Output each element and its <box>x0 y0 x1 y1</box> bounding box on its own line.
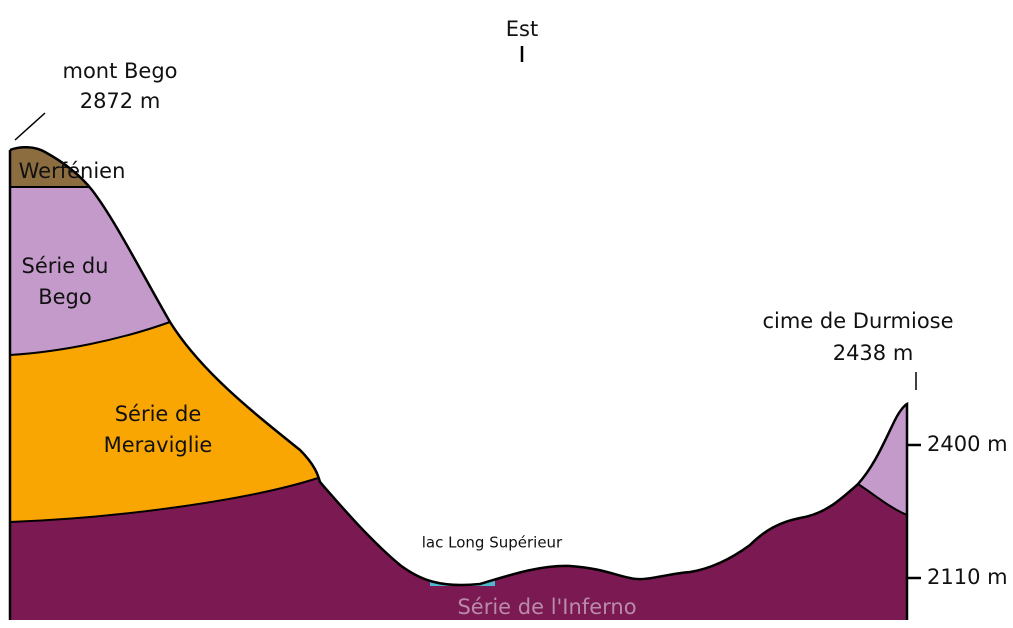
layer-label: Série du <box>22 254 109 278</box>
layer-label: Werfénien <box>19 159 126 183</box>
layer-label: Série de <box>115 402 202 426</box>
lake-label: lac Long Supérieur <box>422 534 563 552</box>
layer-label: Meraviglie <box>104 433 213 457</box>
peak-name: mont Bego <box>62 59 177 83</box>
peak-elevation: 2438 m <box>833 341 914 365</box>
layer-label: Bego <box>38 285 92 309</box>
peak-elevation: 2872 m <box>80 89 161 113</box>
leader-line <box>15 113 45 140</box>
scale-label: 2400 m <box>927 432 1008 456</box>
layer-label: Série de l'Inferno <box>457 595 636 619</box>
direction-label: Est <box>506 17 538 41</box>
cross-section: Est mont Bego 2872 m cime de Durmiose 24… <box>0 0 1013 628</box>
peak-name: cime de Durmiose <box>762 309 953 333</box>
scale-label: 2110 m <box>927 565 1008 589</box>
